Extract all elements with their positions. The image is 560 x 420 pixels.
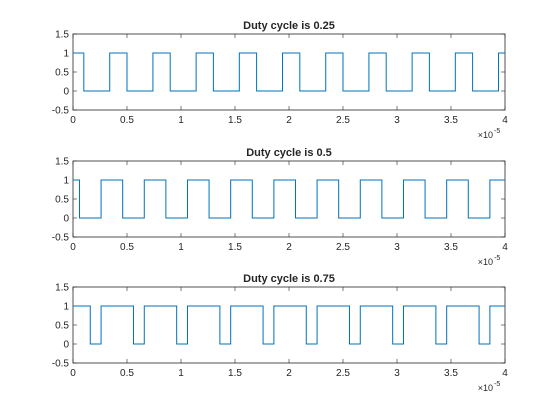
y-tick-label: 1.5 — [55, 157, 69, 168]
x-tick-label: 3 — [394, 242, 400, 253]
x-tick-label: 2 — [286, 242, 292, 253]
subplot-3: Duty cycle is 0.750 0.5 1 1.5 2 2.5 3 3.5 4-0.50… — [52, 273, 508, 393]
x-tick-label: 2 — [286, 368, 292, 379]
x-tick-label: 0 — [70, 368, 76, 379]
subplot-title: Duty cycle is 0.75 — [243, 273, 335, 285]
x-tick-label: 1.5 — [228, 368, 242, 379]
y-tick-label: 1 — [63, 176, 69, 187]
x-exponent-power: -5 — [494, 381, 500, 388]
x-exponent-label: ×10 — [478, 257, 493, 267]
x-tick-label: 4 — [502, 242, 508, 253]
y-tick-label: 1.5 — [55, 30, 69, 41]
x-tick-label: 2.5 — [336, 368, 350, 379]
x-tick-label: 2 — [286, 115, 292, 126]
subplot-title: Duty cycle is 0.5 — [246, 147, 332, 159]
y-tick-label: 0 — [63, 214, 69, 225]
x-tick-label: 4 — [502, 115, 508, 126]
x-tick-label: 0.5 — [120, 242, 134, 253]
y-tick-label: 0 — [63, 340, 69, 351]
y-tick-label: 1.5 — [55, 283, 69, 294]
x-exponent-power: -5 — [494, 255, 500, 262]
x-tick-label: 1 — [178, 115, 184, 126]
axes-frame — [72, 160, 506, 238]
axes-frame — [72, 286, 506, 364]
pwm-waveform-line — [73, 305, 505, 345]
y-tick-label: 0 — [63, 87, 69, 98]
y-tick-label: 0.5 — [55, 321, 69, 332]
y-tick-label: 1 — [63, 49, 69, 60]
x-tick-label: 3 — [394, 368, 400, 379]
y-tick-label: -0.5 — [52, 359, 70, 370]
y-tick-label: 1 — [63, 302, 69, 313]
x-tick-label: 3.5 — [444, 115, 458, 126]
x-tick-label: 2.5 — [336, 115, 350, 126]
x-tick-label: 2.5 — [336, 242, 350, 253]
x-tick-label: 3 — [394, 115, 400, 126]
y-tick-label: 0.5 — [55, 195, 69, 206]
x-exponent-power: -5 — [494, 128, 500, 135]
axes-frame — [72, 33, 506, 111]
x-tick-label: 0 — [70, 242, 76, 253]
x-tick-label: 0.5 — [120, 368, 134, 379]
x-tick-label: 1 — [178, 368, 184, 379]
y-tick-label: -0.5 — [52, 106, 70, 117]
x-exponent-label: ×10 — [478, 383, 493, 393]
x-tick-label: 4 — [502, 368, 508, 379]
subplot-title: Duty cycle is 0.25 — [243, 20, 335, 32]
x-tick-label: 1.5 — [228, 115, 242, 126]
subplot-1: Duty cycle is 0.250 0.5 1 1.5 2 2.5 3 3.5 4-0.50… — [52, 20, 508, 140]
x-tick-label: 0 — [70, 115, 76, 126]
x-tick-label: 3.5 — [444, 368, 458, 379]
x-tick-label: 1 — [178, 242, 184, 253]
x-tick-label: 3.5 — [444, 242, 458, 253]
y-tick-label: 0.5 — [55, 68, 69, 79]
x-exponent-label: ×10 — [478, 130, 493, 140]
pwm-waveform-line — [73, 179, 505, 219]
x-tick-label: 1.5 — [228, 242, 242, 253]
pwm-waveform-line — [73, 52, 505, 92]
subplot-2: Duty cycle is 0.50 0.5 1 1.5 2 2.5 3 3.5 4-0.500… — [52, 147, 508, 267]
x-tick-label: 0.5 — [120, 115, 134, 126]
y-tick-label: -0.5 — [52, 233, 70, 244]
